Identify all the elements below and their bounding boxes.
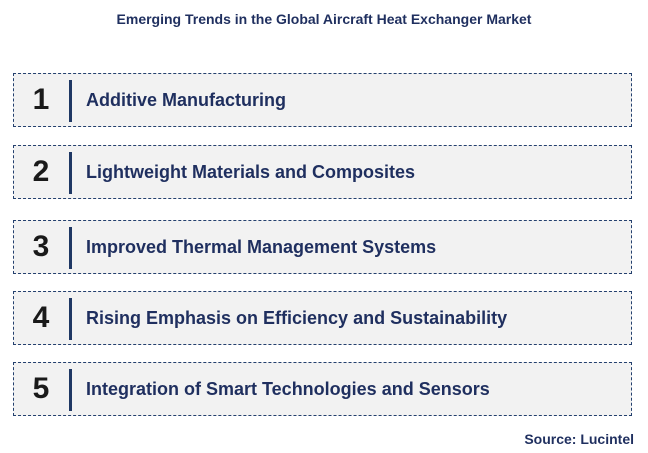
trend-divider bbox=[69, 369, 72, 411]
chart-title: Emerging Trends in the Global Aircraft H… bbox=[116, 11, 532, 27]
trend-row-4: 4 Rising Emphasis on Efficiency and Sust… bbox=[13, 291, 632, 345]
trend-row-2: 2 Lightweight Materials and Composites bbox=[13, 145, 632, 199]
trend-divider bbox=[69, 298, 72, 340]
trend-label: Lightweight Materials and Composites bbox=[86, 161, 416, 182]
trend-number: 2 bbox=[32, 155, 50, 188]
trend-row-1: 1 Additive Manufacturing bbox=[13, 73, 632, 127]
trend-label: Improved Thermal Management Systems bbox=[86, 236, 437, 257]
trend-number: 5 bbox=[32, 372, 50, 405]
trend-number: 4 bbox=[32, 301, 50, 334]
trend-number: 3 bbox=[32, 230, 50, 263]
trend-row-5: 5 Integration of Smart Technologies and … bbox=[13, 362, 632, 416]
trend-number: 1 bbox=[32, 83, 50, 116]
trend-divider bbox=[69, 227, 72, 269]
source-label: Source: Lucintel bbox=[524, 431, 634, 447]
trend-label: Rising Emphasis on Efficiency and Sustai… bbox=[86, 307, 508, 328]
trend-row-3: 3 Improved Thermal Management Systems bbox=[13, 220, 632, 274]
trend-divider bbox=[69, 152, 72, 194]
trend-divider bbox=[69, 80, 72, 122]
trend-label: Additive Manufacturing bbox=[86, 89, 287, 110]
trend-label: Integration of Smart Technologies and Se… bbox=[86, 378, 490, 399]
